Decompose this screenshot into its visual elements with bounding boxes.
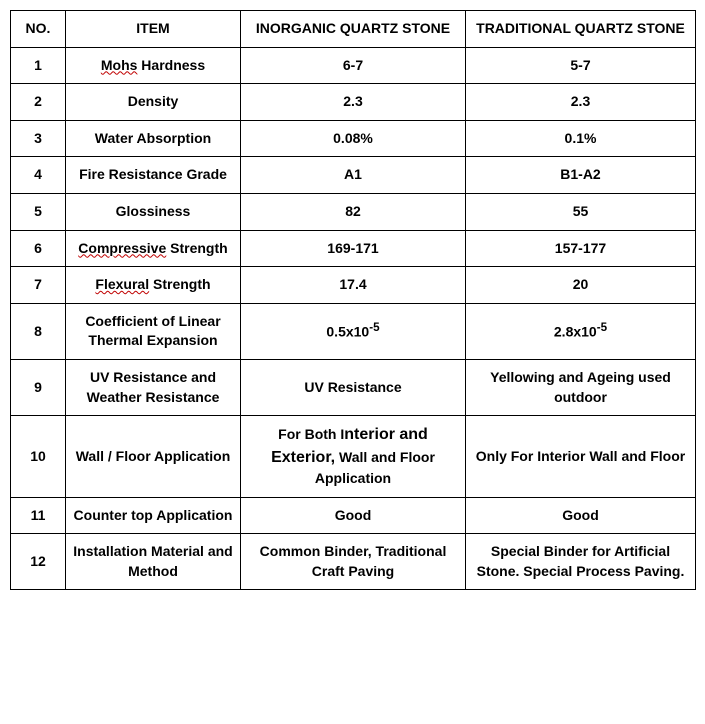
table-row: 6Compressive Strength169-171157-177 — [11, 230, 696, 267]
cell-inorganic: 0.08% — [241, 120, 466, 157]
cell-inorganic: 0.5x10-5 — [241, 303, 466, 359]
cell-traditional: Good — [466, 497, 696, 534]
cell-inorganic: A1 — [241, 157, 466, 194]
table-body: 1Mohs Hardness6-75-72Density2.32.33Water… — [11, 47, 696, 590]
table-row: 11Counter top ApplicationGoodGood — [11, 497, 696, 534]
cell-inorganic: Common Binder, Traditional Craft Paving — [241, 534, 466, 590]
table-row: 7Flexural Strength17.420 — [11, 267, 696, 304]
cell-no: 7 — [11, 267, 66, 304]
table-row: 8Coefficient of Linear Thermal Expansion… — [11, 303, 696, 359]
cell-inorganic: 82 — [241, 193, 466, 230]
cell-item: Coefficient of Linear Thermal Expansion — [66, 303, 241, 359]
cell-inorganic: For Both Interior and Exterior, Wall and… — [241, 416, 466, 497]
table-row: 12Installation Material and MethodCommon… — [11, 534, 696, 590]
cell-no: 9 — [11, 359, 66, 415]
header-no: NO. — [11, 11, 66, 48]
cell-no: 11 — [11, 497, 66, 534]
cell-item: Wall / Floor Application — [66, 416, 241, 497]
cell-no: 1 — [11, 47, 66, 84]
cell-item: Compressive Strength — [66, 230, 241, 267]
cell-item: Water Absorption — [66, 120, 241, 157]
cell-traditional: B1-A2 — [466, 157, 696, 194]
table-row: 1Mohs Hardness6-75-7 — [11, 47, 696, 84]
cell-no: 5 — [11, 193, 66, 230]
cell-item: Mohs Hardness — [66, 47, 241, 84]
cell-item: Installation Material and Method — [66, 534, 241, 590]
header-item: ITEM — [66, 11, 241, 48]
cell-no: 3 — [11, 120, 66, 157]
cell-inorganic: 2.3 — [241, 84, 466, 121]
cell-inorganic: UV Resistance — [241, 359, 466, 415]
table-row: 10Wall / Floor ApplicationFor Both Inter… — [11, 416, 696, 497]
cell-no: 10 — [11, 416, 66, 497]
cell-item: Density — [66, 84, 241, 121]
table-row: 4Fire Resistance GradeA1B1-A2 — [11, 157, 696, 194]
cell-no: 4 — [11, 157, 66, 194]
comparison-table: NO. ITEM INORGANIC QUARTZ STONE TRADITIO… — [10, 10, 696, 590]
cell-inorganic: Good — [241, 497, 466, 534]
cell-item: UV Resistance and Weather Resistance — [66, 359, 241, 415]
cell-traditional: 0.1% — [466, 120, 696, 157]
cell-traditional: 2.8x10-5 — [466, 303, 696, 359]
header-inorganic: INORGANIC QUARTZ STONE — [241, 11, 466, 48]
cell-item: Counter top Application — [66, 497, 241, 534]
cell-traditional: 5-7 — [466, 47, 696, 84]
cell-item: Fire Resistance Grade — [66, 157, 241, 194]
cell-traditional: 2.3 — [466, 84, 696, 121]
table-row: 3Water Absorption0.08%0.1% — [11, 120, 696, 157]
cell-item: Flexural Strength — [66, 267, 241, 304]
cell-inorganic: 17.4 — [241, 267, 466, 304]
header-row: NO. ITEM INORGANIC QUARTZ STONE TRADITIO… — [11, 11, 696, 48]
cell-no: 12 — [11, 534, 66, 590]
cell-traditional: 20 — [466, 267, 696, 304]
cell-inorganic: 6-7 — [241, 47, 466, 84]
cell-traditional: 157-177 — [466, 230, 696, 267]
table-row: 5Glossiness8255 — [11, 193, 696, 230]
cell-inorganic: 169-171 — [241, 230, 466, 267]
header-traditional: TRADITIONAL QUARTZ STONE — [466, 11, 696, 48]
cell-traditional: Only For Interior Wall and Floor — [466, 416, 696, 497]
cell-traditional: Special Binder for Artificial Stone. Spe… — [466, 534, 696, 590]
table-row: 9UV Resistance and Weather ResistanceUV … — [11, 359, 696, 415]
cell-item: Glossiness — [66, 193, 241, 230]
cell-no: 2 — [11, 84, 66, 121]
cell-traditional: 55 — [466, 193, 696, 230]
cell-traditional: Yellowing and Ageing used outdoor — [466, 359, 696, 415]
cell-no: 6 — [11, 230, 66, 267]
table-row: 2Density2.32.3 — [11, 84, 696, 121]
cell-no: 8 — [11, 303, 66, 359]
